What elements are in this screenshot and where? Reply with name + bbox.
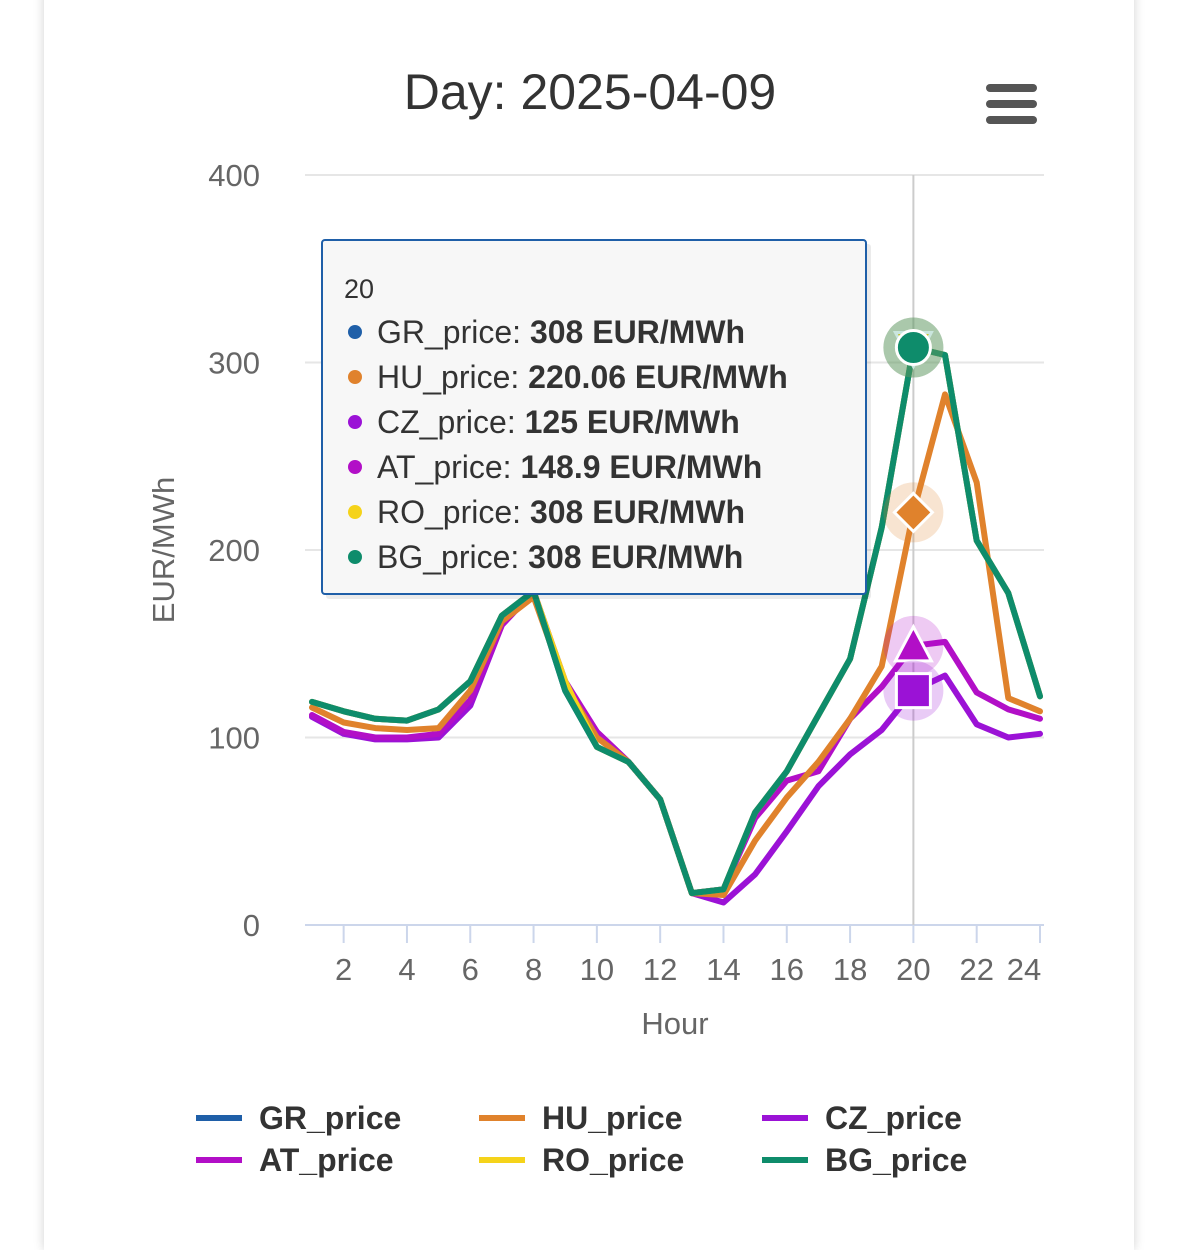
- x-tick-label: 2: [335, 952, 352, 987]
- legend-label: GR_price: [259, 1100, 401, 1136]
- marker-AT_price: [892, 623, 934, 663]
- tooltip-dot: [348, 505, 362, 519]
- chart-card: [44, 0, 1134, 1250]
- y-tick-label: 200: [208, 533, 260, 568]
- legend-label: BG_price: [825, 1142, 967, 1178]
- tooltip-header: 20: [344, 274, 374, 304]
- tooltip-series-label: RO_price:: [377, 494, 530, 530]
- y-axis-title: EUR/MWh: [146, 477, 181, 623]
- tooltip-row: RO_price: 308 EUR/MWh: [377, 494, 745, 530]
- x-tick-label: 20: [896, 952, 930, 987]
- tooltip-series-value: 308 EUR/MWh: [530, 494, 745, 530]
- legend-label: HU_price: [542, 1100, 683, 1136]
- tooltip-series-value: 125 EUR/MWh: [525, 404, 740, 440]
- tooltip-dot: [348, 325, 362, 339]
- x-tick-label: 16: [770, 952, 804, 987]
- y-tick-label: 400: [208, 158, 260, 193]
- tooltip-series-label: BG_price:: [377, 539, 528, 575]
- x-tick-label: 18: [833, 952, 867, 987]
- legend-item-RO_price[interactable]: RO_price: [479, 1142, 684, 1178]
- legend-item-CZ_price[interactable]: CZ_price: [762, 1100, 962, 1136]
- hover-markers: [883, 317, 944, 721]
- x-tick-label: 6: [462, 952, 479, 987]
- tooltip-row: AT_price: 148.9 EUR/MWh: [377, 449, 762, 485]
- x-tick-label: 24: [1007, 952, 1041, 987]
- legend-label: AT_price: [259, 1142, 394, 1178]
- legend-label: RO_price: [542, 1142, 684, 1178]
- marker-BG_price: [894, 329, 932, 366]
- tooltip-dot: [348, 460, 362, 474]
- tooltip-series-label: GR_price:: [377, 314, 530, 350]
- marker-HU_price: [892, 491, 935, 534]
- tooltip-dot: [348, 415, 362, 429]
- x-tick-label: 4: [398, 952, 415, 987]
- x-tick-label: 8: [525, 952, 542, 987]
- legend-item-BG_price[interactable]: BG_price: [762, 1142, 967, 1178]
- chart-title: Day: 2025-04-09: [404, 64, 776, 120]
- tooltip-row: HU_price: 220.06 EUR/MWh: [377, 359, 788, 395]
- tooltip-box: [321, 239, 867, 595]
- tooltip-series-label: CZ_price:: [377, 404, 525, 440]
- marker-CZ_price: [894, 672, 932, 710]
- y-tick-label: 0: [243, 908, 260, 943]
- tooltip-series-value: 220.06 EUR/MWh: [528, 359, 788, 395]
- x-tick-label: 10: [580, 952, 614, 987]
- x-tick-label: 12: [643, 952, 677, 987]
- tooltip-series-value: 148.9 EUR/MWh: [520, 449, 762, 485]
- y-tick-label: 100: [208, 721, 260, 756]
- tooltip-series-value: 308 EUR/MWh: [528, 539, 743, 575]
- tooltip-series-label: HU_price:: [377, 359, 528, 395]
- legend-item-GR_price[interactable]: GR_price: [196, 1100, 401, 1136]
- y-tick-label: 300: [208, 346, 260, 381]
- tooltip-row: GR_price: 308 EUR/MWh: [377, 314, 745, 350]
- legend-item-HU_price[interactable]: HU_price: [479, 1100, 683, 1136]
- legend: GR_price HU_price CZ_price AT_price RO_price…: [196, 1100, 967, 1178]
- tooltip-row: BG_price: 308 EUR/MWh: [377, 539, 743, 575]
- legend-label: CZ_price: [825, 1100, 962, 1136]
- tooltip-dot: [348, 550, 362, 564]
- hamburger-menu-icon: [986, 84, 1037, 124]
- tooltip-row: CZ_price: 125 EUR/MWh: [377, 404, 740, 440]
- x-axis: 2 4 6 8 10 12 14 16 18 20 22 24: [305, 924, 1044, 987]
- x-axis-title: Hour: [641, 1006, 708, 1041]
- tooltip-dot: [348, 370, 362, 384]
- x-tick-label: 22: [959, 952, 993, 987]
- legend-item-AT_price[interactable]: AT_price: [196, 1142, 394, 1178]
- context-menu-button[interactable]: [980, 78, 1044, 128]
- y-axis-ticks: 0 100 200 300 400: [208, 158, 260, 943]
- tooltip-series-value: 308 EUR/MWh: [530, 314, 745, 350]
- x-tick-label: 14: [706, 952, 740, 987]
- tooltip-series-label: AT_price:: [377, 449, 520, 485]
